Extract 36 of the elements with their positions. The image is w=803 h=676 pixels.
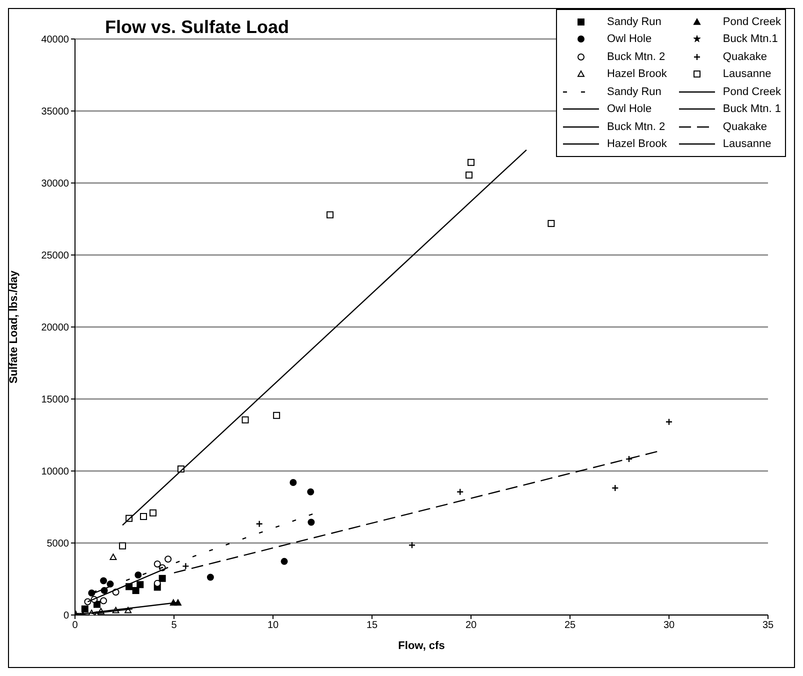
x-tick-label: 15 [366, 620, 378, 632]
x-tick-label: 20 [465, 620, 477, 632]
legend-label: Owl Hole [606, 33, 652, 46]
legend-label: Pond Creek [722, 86, 781, 98]
legend-label: Quakake [722, 120, 767, 133]
legend-label: Lausanne [722, 68, 772, 80]
chart-title: Flow vs. Sulfate Load [105, 17, 290, 38]
y-tick-label: 0 [63, 610, 70, 622]
y-tick-label: 25000 [41, 250, 70, 262]
y-tick-label: 40000 [41, 34, 70, 46]
legend-label: Owl Hole [606, 103, 652, 116]
legend-label: Sandy Run [606, 16, 662, 28]
legend-label: Buck Mtn. 2 [606, 120, 666, 133]
legend-label: Sandy Run [606, 86, 662, 98]
y-tick-label: 20000 [41, 322, 70, 334]
legend-label: Hazel Brook [606, 68, 667, 80]
x-tick-label: 35 [762, 620, 774, 632]
x-tick-label: 25 [564, 620, 576, 632]
y-tick-label: 15000 [41, 394, 70, 406]
y-tick-label: 35000 [41, 106, 70, 118]
y-tick-label: 10000 [41, 466, 70, 478]
legend-label: Lausanne [722, 138, 772, 150]
legend-label: Pond Creek [722, 16, 781, 28]
legend-label: Hazel Brook [606, 138, 667, 150]
x-tick-label: 0 [72, 620, 78, 632]
legend-label: Buck Mtn. 1 [722, 103, 781, 116]
x-tick-label: 30 [663, 620, 675, 632]
legend-label: Buck Mtn.1 [722, 33, 778, 46]
y-tick-label: 30000 [41, 178, 70, 190]
y-axis-title: Sulfate Load, lbs./day [8, 270, 20, 384]
y-tick-label: 5000 [46, 538, 70, 550]
legend-label: Quakake [722, 50, 767, 63]
x-tick-label: 5 [171, 620, 178, 632]
legend-label: Buck Mtn. 2 [606, 50, 666, 63]
x-tick-label: 10 [267, 620, 279, 632]
x-axis-title: Flow, cfs [398, 640, 445, 652]
